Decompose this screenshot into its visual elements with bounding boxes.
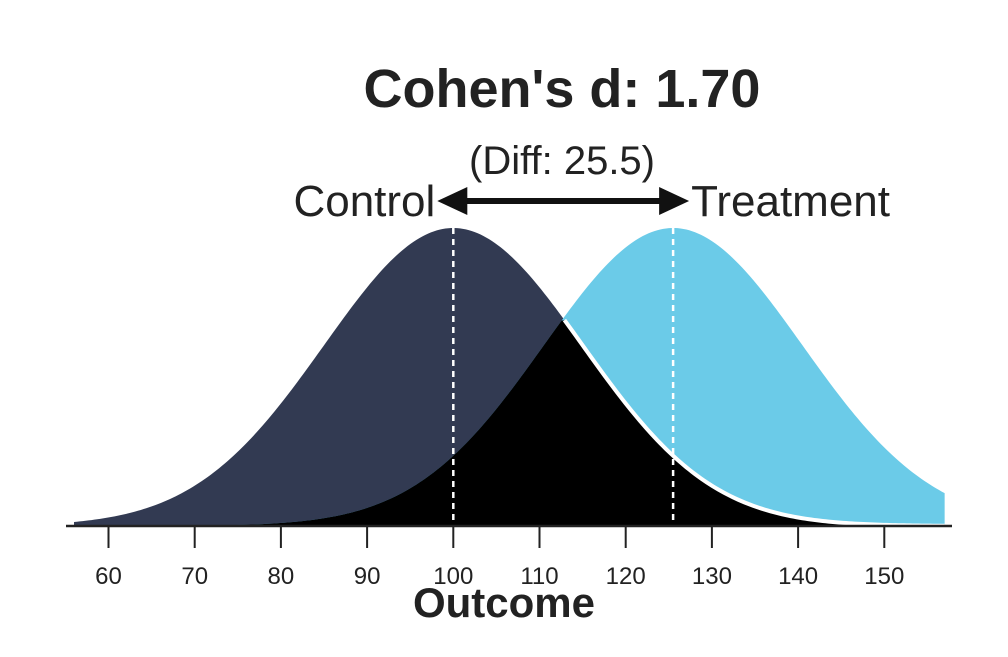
x-tick-label: 80 <box>268 563 295 590</box>
treatment-label: Treatment <box>691 177 890 226</box>
x-axis-title: Outcome <box>413 579 595 626</box>
x-axis-ticks: 60 70 80 90 100 110 120 130 140 150 <box>95 526 904 590</box>
x-tick-label: 120 <box>606 563 646 590</box>
overlap-area <box>74 320 945 526</box>
difference-arrow-head-right <box>659 187 690 215</box>
chart-title: Cohen's d: 1.70 <box>364 59 761 119</box>
difference-arrow <box>437 187 690 215</box>
x-tick-label: 150 <box>864 563 904 590</box>
control-density-area <box>74 228 945 526</box>
x-tick-label: 110 <box>520 563 558 590</box>
x-tick-label: 90 <box>354 563 381 590</box>
x-tick-label: 70 <box>181 563 208 590</box>
x-tick-label: 140 <box>778 563 818 590</box>
treatment-density-area <box>74 228 945 526</box>
x-tick-label: 60 <box>95 563 122 590</box>
control-label: Control <box>293 177 435 226</box>
x-tick-label: 130 <box>692 563 732 590</box>
x-tick-label: 100 <box>433 563 473 590</box>
difference-arrow-head-left <box>437 187 468 215</box>
chart-subtitle: (Diff: 25.5) <box>469 139 655 183</box>
